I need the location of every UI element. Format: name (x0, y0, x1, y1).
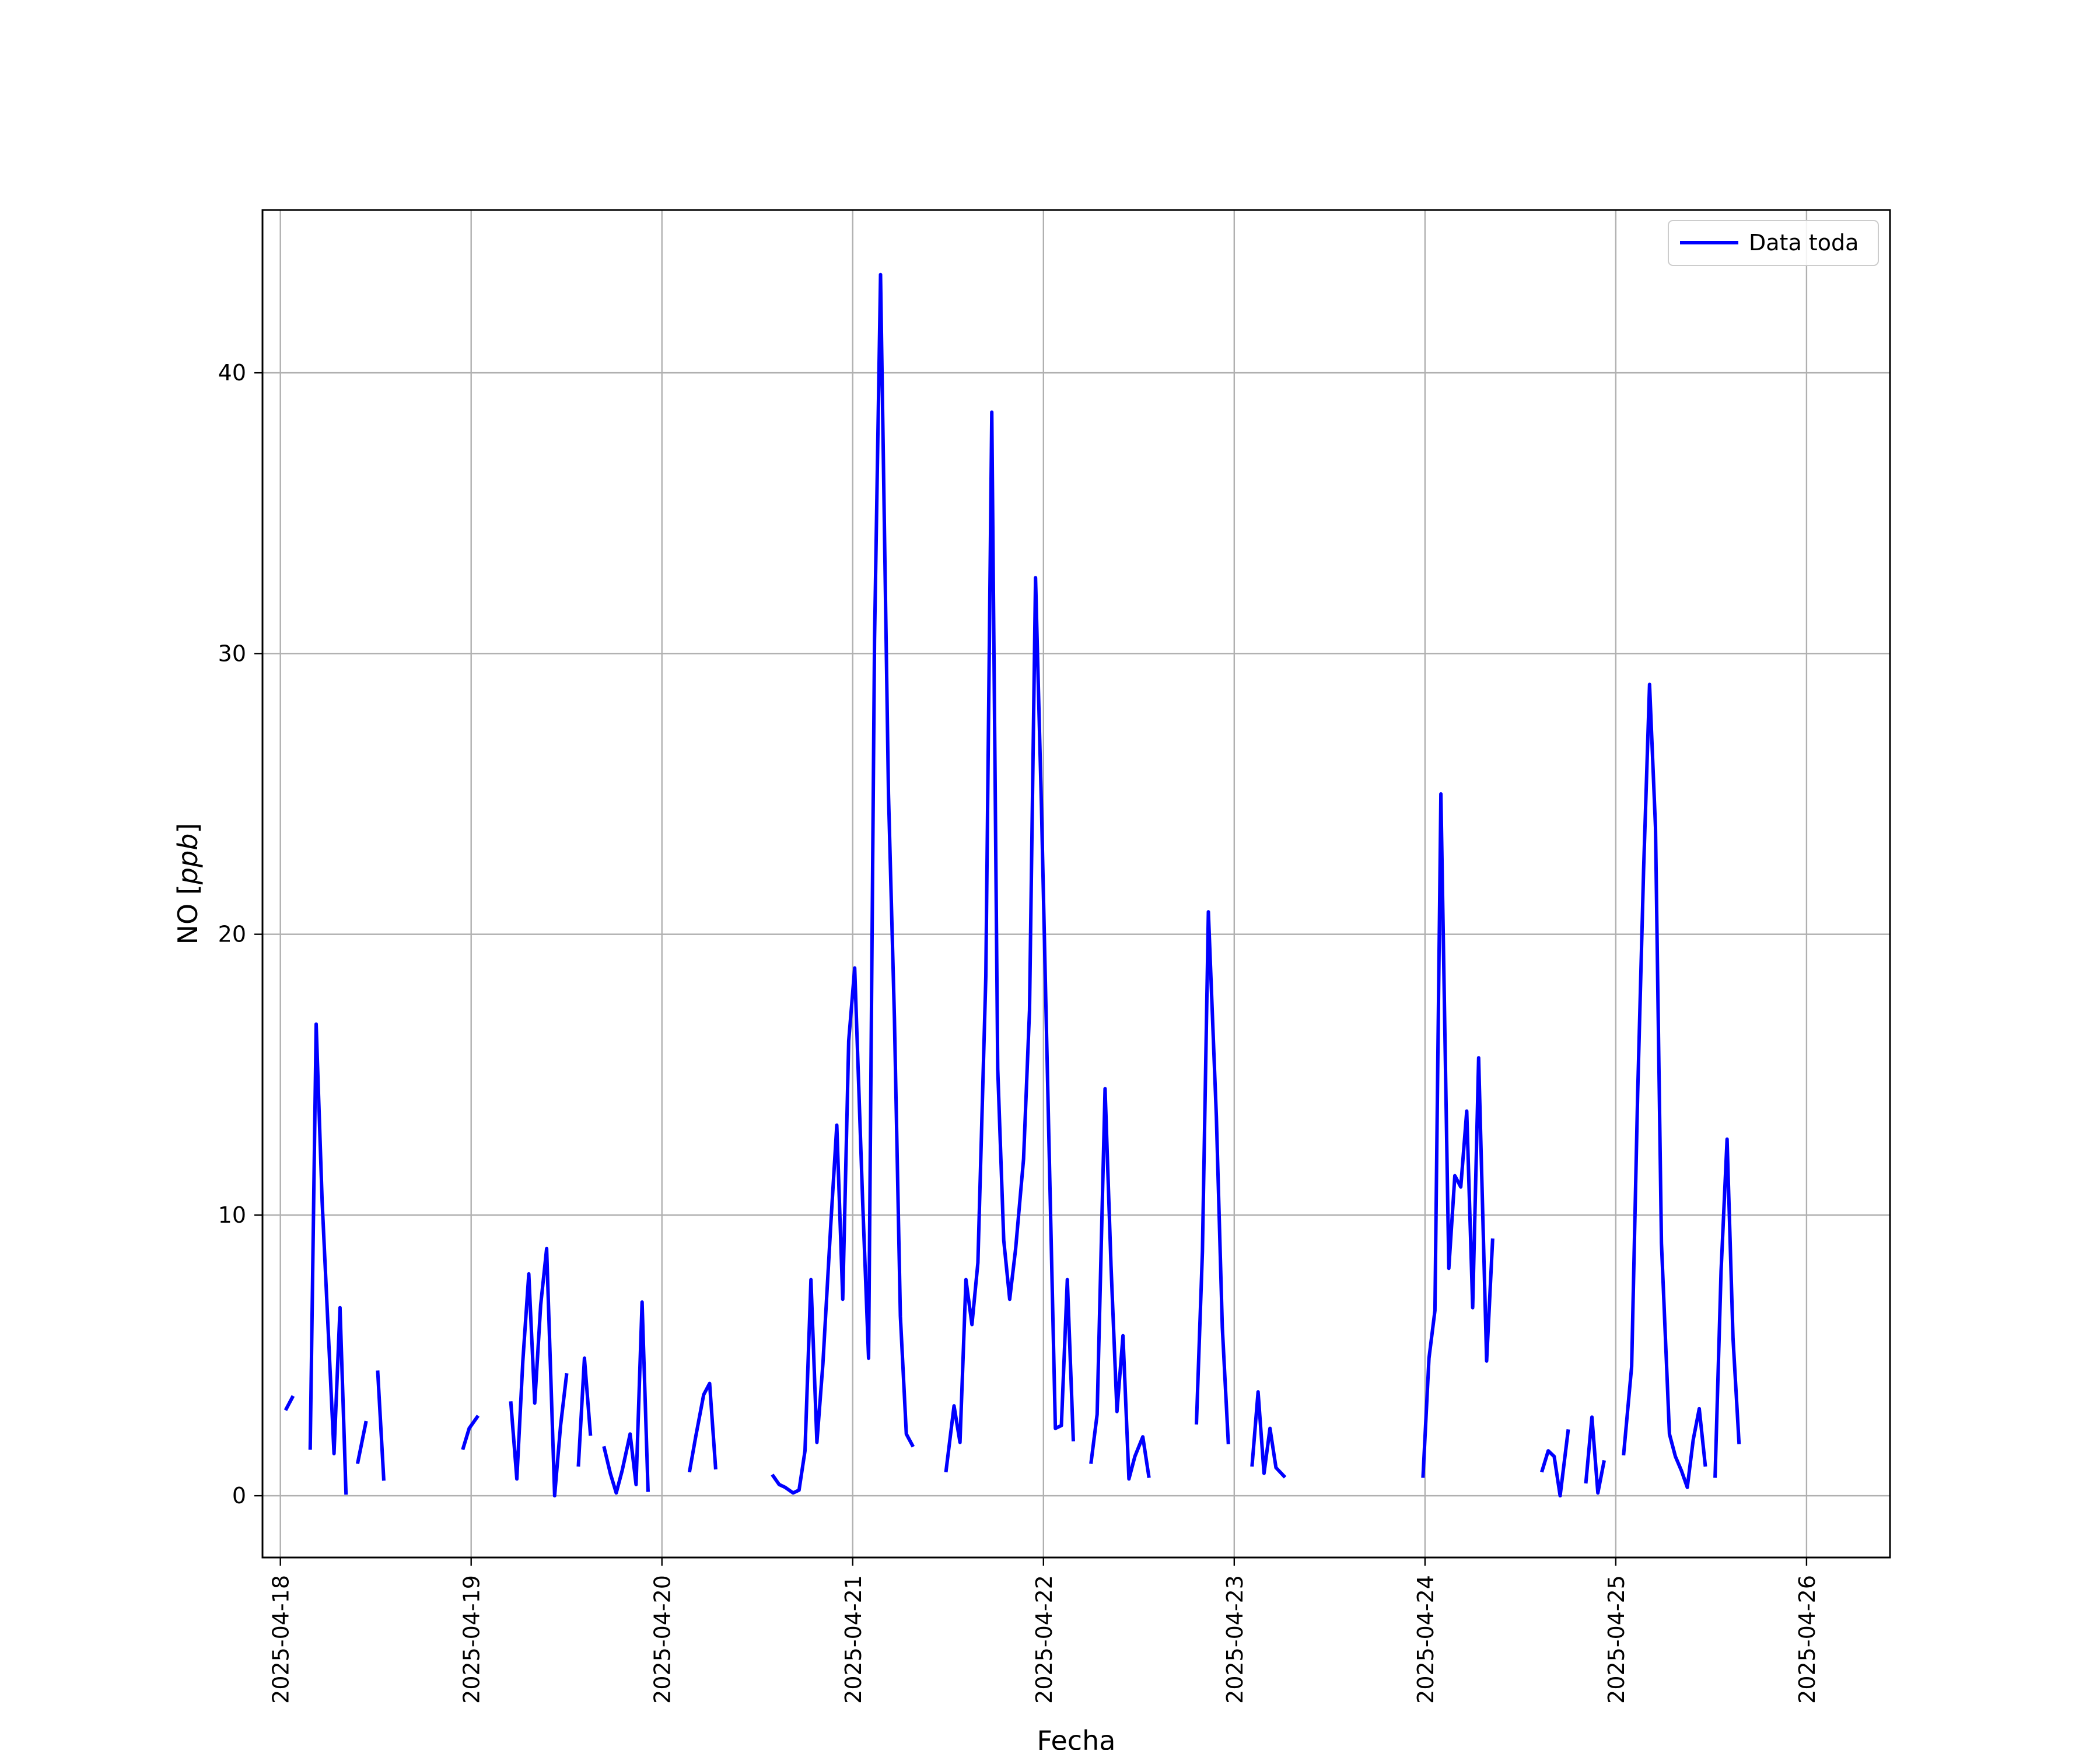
x-tick-label: 2025-04-19 (459, 1575, 485, 1704)
x-tick-label: 2025-04-23 (1222, 1575, 1248, 1704)
y-tick-label: 20 (218, 922, 246, 947)
legend-label: Data toda (1749, 230, 1859, 256)
x-tick-label: 2025-04-21 (841, 1575, 866, 1704)
x-tick-label: 2025-04-18 (268, 1575, 294, 1704)
y-axis-label-unit: ppb (172, 834, 204, 886)
y-axis-label-prefix: NO [ (172, 884, 204, 944)
x-axis-ticks: 2025-04-18 2025-04-19 2025-04-20 2025-04-21… (268, 1558, 1820, 1704)
legend-box (1668, 220, 1879, 266)
y-axis-label-suffix: ] (172, 823, 204, 834)
y-axis-label: NO [ppb] (172, 823, 204, 945)
horizontal-gridlines (262, 372, 1890, 1497)
x-tick-label: 2025-04-20 (650, 1575, 676, 1704)
x-axis-label: Fecha (1037, 1725, 1116, 1750)
y-tick-label: 0 (232, 1483, 246, 1508)
x-tick-label: 2025-04-22 (1031, 1575, 1057, 1704)
x-tick-label: 2025-04-26 (1794, 1575, 1820, 1704)
x-tick-label: 2025-04-24 (1413, 1575, 1438, 1704)
plot-area-background (262, 210, 1890, 1558)
x-tick-label: 2025-04-25 (1604, 1575, 1629, 1704)
y-tick-label: 30 (218, 640, 246, 666)
y-tick-label: 40 (218, 360, 246, 386)
y-axis-ticks: 0 10 20 30 40 (218, 360, 262, 1508)
plot-frame (261, 209, 1891, 1559)
y-tick-label: 10 (218, 1202, 246, 1228)
vertical-gridlines (279, 210, 1808, 1558)
legend: Data toda (1668, 220, 1879, 266)
